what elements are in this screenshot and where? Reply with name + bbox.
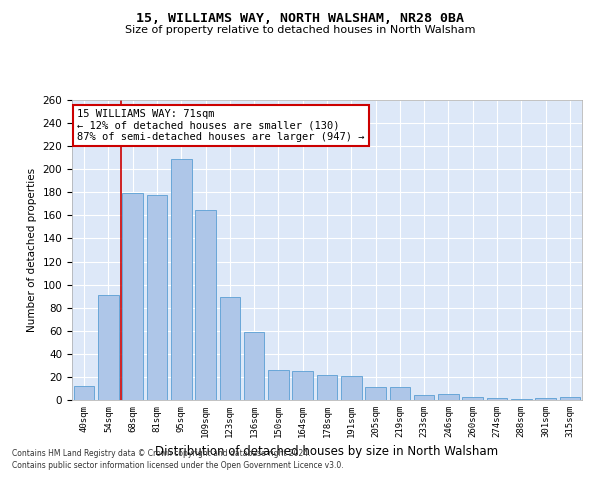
Bar bbox=[317, 374, 337, 400]
Text: 15 WILLIAMS WAY: 71sqm
← 12% of detached houses are smaller (130)
87% of semi-de: 15 WILLIAMS WAY: 71sqm ← 12% of detached… bbox=[77, 109, 365, 142]
Bar bbox=[122, 194, 143, 400]
X-axis label: Distribution of detached houses by size in North Walsham: Distribution of detached houses by size … bbox=[155, 446, 499, 458]
Bar bbox=[365, 388, 386, 400]
Bar bbox=[146, 194, 167, 400]
Bar bbox=[414, 396, 434, 400]
Bar bbox=[560, 396, 580, 400]
Bar bbox=[98, 295, 119, 400]
Y-axis label: Number of detached properties: Number of detached properties bbox=[27, 168, 37, 332]
Bar bbox=[220, 298, 240, 400]
Bar bbox=[511, 399, 532, 400]
Bar bbox=[487, 398, 508, 400]
Bar bbox=[292, 371, 313, 400]
Text: Contains public sector information licensed under the Open Government Licence v3: Contains public sector information licen… bbox=[12, 461, 344, 470]
Bar bbox=[171, 159, 191, 400]
Bar bbox=[195, 210, 216, 400]
Bar bbox=[535, 398, 556, 400]
Bar bbox=[74, 386, 94, 400]
Bar bbox=[341, 376, 362, 400]
Bar bbox=[438, 394, 459, 400]
Bar bbox=[463, 396, 483, 400]
Text: Contains HM Land Registry data © Crown copyright and database right 2024.: Contains HM Land Registry data © Crown c… bbox=[12, 448, 311, 458]
Bar bbox=[389, 388, 410, 400]
Text: 15, WILLIAMS WAY, NORTH WALSHAM, NR28 0BA: 15, WILLIAMS WAY, NORTH WALSHAM, NR28 0B… bbox=[136, 12, 464, 26]
Bar bbox=[268, 370, 289, 400]
Bar bbox=[244, 332, 265, 400]
Text: Size of property relative to detached houses in North Walsham: Size of property relative to detached ho… bbox=[125, 25, 475, 35]
